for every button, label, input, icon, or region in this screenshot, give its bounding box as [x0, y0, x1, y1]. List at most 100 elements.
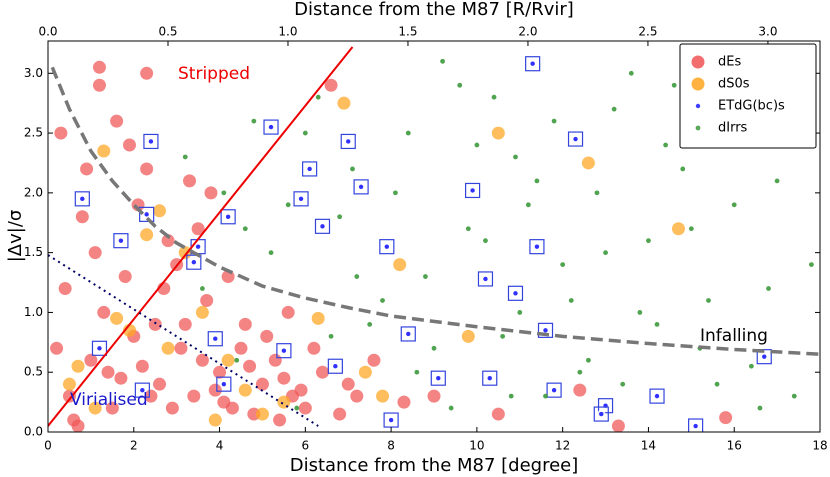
box: [430, 370, 446, 386]
point: [277, 395, 291, 409]
point: [611, 419, 625, 432]
point: [54, 126, 68, 140]
point: [611, 106, 617, 112]
point: [388, 417, 394, 423]
point: [144, 212, 149, 217]
box: [546, 382, 562, 398]
point: [165, 401, 179, 415]
point: [397, 395, 411, 409]
box: [567, 131, 584, 147]
box: [314, 218, 331, 234]
point: [204, 186, 218, 200]
y-tick-label: 0.0: [24, 425, 43, 439]
legend-label: dS0s: [718, 77, 750, 92]
box: [74, 191, 90, 207]
x2-tick-label: 3.0: [758, 25, 777, 39]
box: [400, 326, 416, 342]
point: [191, 260, 197, 265]
point: [251, 118, 257, 124]
point: [281, 348, 287, 353]
box: [302, 161, 318, 177]
point: [491, 407, 505, 421]
point: [88, 246, 102, 260]
point: [242, 226, 248, 232]
point: [62, 389, 76, 403]
point: [791, 393, 797, 399]
point: [234, 341, 248, 355]
point: [58, 282, 72, 296]
x-axis-label: Distance from the M87 [degree]: [290, 455, 579, 476]
point: [405, 130, 411, 136]
box: [340, 133, 356, 150]
point: [238, 383, 252, 397]
point: [324, 78, 338, 92]
point: [268, 250, 274, 256]
point: [491, 94, 497, 100]
point: [663, 142, 668, 148]
point: [551, 118, 557, 124]
point: [174, 341, 188, 355]
point: [315, 365, 329, 379]
point: [110, 311, 124, 325]
point: [62, 377, 76, 391]
point: [92, 60, 106, 74]
point: [148, 317, 162, 331]
point: [470, 188, 475, 193]
point: [208, 413, 222, 427]
curve-label: Stripped: [178, 64, 250, 84]
point: [457, 82, 463, 88]
point: [508, 393, 514, 399]
point: [221, 353, 235, 367]
point: [161, 234, 175, 248]
box: [529, 239, 545, 255]
x-tick-label: 10: [469, 439, 484, 453]
y-tick-label: 3.0: [24, 66, 43, 80]
point: [135, 359, 149, 373]
box: [139, 206, 155, 222]
point: [88, 401, 102, 415]
box: [186, 254, 202, 270]
point: [465, 226, 471, 232]
point: [71, 419, 85, 432]
point: [307, 166, 312, 172]
x-tick-label: 14: [641, 439, 656, 453]
point: [551, 387, 557, 393]
point: [637, 310, 643, 315]
point: [97, 305, 111, 319]
point: [84, 353, 98, 367]
box: [507, 285, 524, 301]
legend-label: dIrrs: [718, 121, 748, 136]
legend-label: ETdG(bc)s: [718, 99, 785, 114]
point: [114, 371, 128, 385]
point: [320, 224, 325, 229]
point: [268, 124, 274, 130]
x-tick-label: 6: [302, 439, 310, 453]
box: [525, 56, 541, 72]
x-tick-label: 8: [387, 439, 395, 453]
point: [517, 310, 523, 315]
point: [337, 214, 343, 220]
point: [234, 357, 240, 363]
point: [298, 401, 312, 415]
legend-marker: [695, 125, 701, 131]
point: [341, 377, 355, 391]
point: [200, 286, 205, 291]
point: [688, 226, 694, 232]
y-tick-label: 2.0: [24, 185, 43, 199]
point: [260, 329, 274, 343]
point: [384, 244, 390, 249]
point: [461, 329, 475, 343]
y-tick-label: 1.0: [24, 305, 43, 319]
point: [71, 359, 85, 373]
point: [491, 126, 505, 140]
x2-axis-label: Distance from the M87 [R/Rvir]: [294, 0, 574, 20]
point: [101, 365, 115, 379]
box: [537, 322, 554, 338]
point: [543, 393, 548, 399]
x2-tick-label: 1.0: [278, 25, 297, 39]
box: [597, 398, 614, 414]
point: [380, 298, 385, 303]
x2-tick-label: 2.5: [638, 25, 657, 39]
point: [315, 94, 321, 100]
box: [482, 370, 498, 386]
